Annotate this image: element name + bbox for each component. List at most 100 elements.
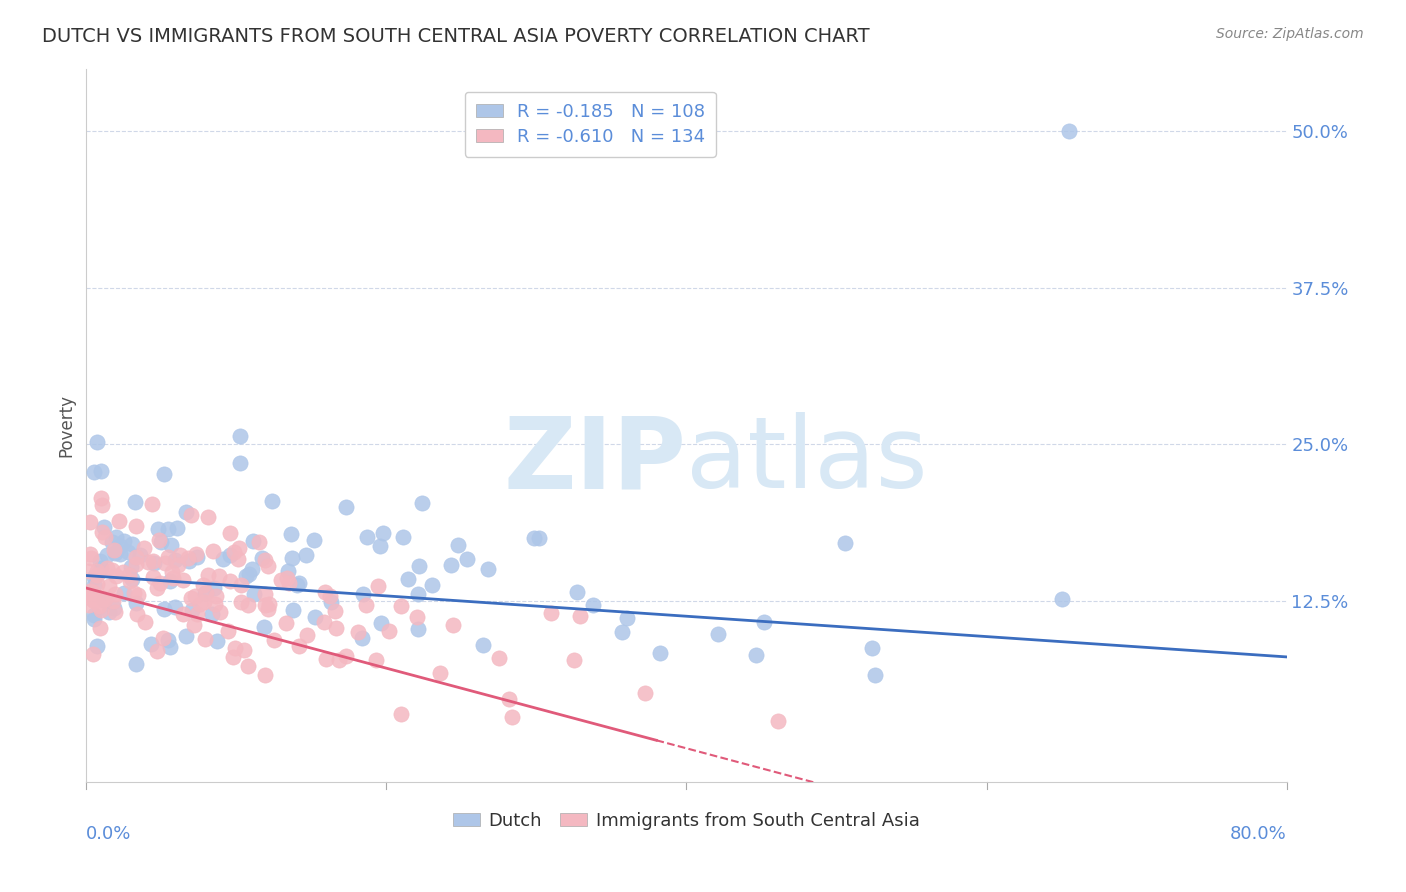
Point xyxy=(94,592,117,607)
Point xyxy=(90,464,112,478)
Point xyxy=(219,548,242,562)
Point xyxy=(167,558,190,572)
Point xyxy=(125,519,148,533)
Point xyxy=(156,549,179,564)
Point xyxy=(253,587,276,601)
Point xyxy=(368,539,391,553)
Point xyxy=(127,588,149,602)
Y-axis label: Poverty: Poverty xyxy=(58,393,75,457)
Point xyxy=(319,589,342,603)
Point xyxy=(247,535,270,549)
Point xyxy=(90,491,112,506)
Point xyxy=(184,589,207,603)
Point xyxy=(96,560,118,574)
Point xyxy=(288,640,311,654)
Point xyxy=(86,564,108,578)
Point xyxy=(104,545,127,559)
Point xyxy=(260,494,283,508)
Point xyxy=(169,549,191,563)
Point xyxy=(159,640,181,654)
Point xyxy=(91,524,114,539)
Point xyxy=(201,543,224,558)
Point xyxy=(295,548,318,562)
Point xyxy=(295,628,318,642)
Point xyxy=(89,621,111,635)
Point xyxy=(120,560,142,574)
Point xyxy=(562,652,585,666)
Point xyxy=(79,583,101,598)
Point xyxy=(86,435,108,450)
Point xyxy=(389,706,412,721)
Text: ZIP: ZIP xyxy=(503,412,686,509)
Point xyxy=(257,559,280,574)
Point xyxy=(253,598,276,612)
Point xyxy=(238,566,260,581)
Point xyxy=(86,567,108,582)
Point xyxy=(82,647,104,661)
Point xyxy=(217,624,239,638)
Point xyxy=(79,564,101,578)
Point xyxy=(103,600,125,615)
Point xyxy=(148,533,170,547)
Point xyxy=(429,665,451,680)
Point xyxy=(229,456,252,470)
Point xyxy=(281,551,304,566)
Point xyxy=(228,429,250,443)
Point xyxy=(129,548,152,562)
Point xyxy=(392,530,415,544)
Point xyxy=(174,629,197,643)
Point xyxy=(325,622,347,636)
Point xyxy=(83,569,105,583)
Point xyxy=(160,538,183,552)
Point xyxy=(125,657,148,671)
Point xyxy=(270,573,292,587)
Point xyxy=(277,565,299,579)
Point xyxy=(177,550,200,565)
Point xyxy=(302,533,325,547)
Point xyxy=(104,587,127,601)
Point xyxy=(90,591,112,606)
Point xyxy=(634,685,657,699)
Point xyxy=(94,530,117,544)
Point xyxy=(142,554,165,568)
Point xyxy=(96,548,118,562)
Point xyxy=(125,607,148,621)
Point xyxy=(146,581,169,595)
Point xyxy=(117,545,139,559)
Text: DUTCH VS IMMIGRANTS FROM SOUTH CENTRAL ASIA POVERTY CORRELATION CHART: DUTCH VS IMMIGRANTS FROM SOUTH CENTRAL A… xyxy=(42,27,870,45)
Point xyxy=(163,553,186,567)
Point xyxy=(186,550,208,565)
Point xyxy=(90,560,112,574)
Point xyxy=(257,597,280,611)
Point xyxy=(314,584,336,599)
Point xyxy=(152,602,174,616)
Point xyxy=(172,607,194,621)
Point xyxy=(366,653,388,667)
Point xyxy=(177,554,200,568)
Point xyxy=(242,534,264,549)
Point xyxy=(149,535,172,549)
Point xyxy=(281,603,304,617)
Point xyxy=(406,587,429,601)
Point xyxy=(523,531,546,545)
Point xyxy=(142,570,165,584)
Point xyxy=(766,714,789,729)
Point xyxy=(440,558,463,572)
Point xyxy=(314,615,336,629)
Point xyxy=(193,595,215,609)
Point xyxy=(218,526,240,541)
Point xyxy=(97,578,120,592)
Point xyxy=(90,499,112,513)
Point xyxy=(134,615,156,630)
Point xyxy=(111,565,134,579)
Point xyxy=(114,534,136,549)
Point xyxy=(194,586,217,600)
Point xyxy=(98,605,121,619)
Point xyxy=(157,522,180,536)
Point xyxy=(352,631,374,645)
Point xyxy=(411,496,433,510)
Point xyxy=(488,650,510,665)
Point xyxy=(254,553,277,567)
Point xyxy=(370,616,392,631)
Point xyxy=(83,594,105,608)
